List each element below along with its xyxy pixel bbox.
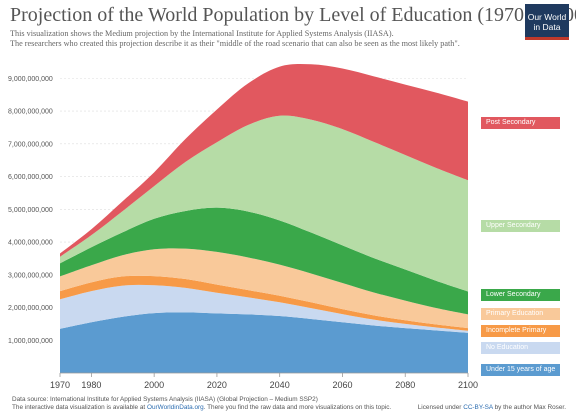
footer-license: Licensed under CC-BY-SA by the author Ma… [418,404,566,411]
x-tick-label: 2000 [144,380,164,390]
area-under-15-years-of-age [60,312,468,373]
subtitle-line-2: The researchers who created this project… [10,39,460,48]
x-tick-label: 1970 [50,380,70,390]
y-tick-label: 6,000,000,000 [8,174,53,181]
y-tick-label: 8,000,000,000 [8,109,53,116]
legend-item[interactable]: No Education [481,342,560,354]
logo-line-2: in Data [533,22,561,32]
y-tick-label: 4,000,000,000 [8,240,53,247]
x-tick-label: 2080 [395,380,415,390]
footer-source: Data source: International Institute for… [12,396,318,403]
our-world-in-data-logo[interactable]: Our World in Data [525,4,569,40]
legend-label: No Education [486,344,529,351]
legend-item[interactable]: Lower Secondary [481,289,560,301]
license-link[interactable]: CC-BY-SA [463,404,493,411]
area-incomplete-primary [60,275,468,331]
chart-subtitle: This visualization shows the Medium proj… [10,29,515,49]
y-tick-label: 9,000,000,000 [8,76,53,83]
legend-label: Under 15 years of age [486,366,556,373]
legend-item[interactable]: Primary Education [481,308,560,320]
footer-availability-suffix: . There you find the raw data and more v… [203,404,392,411]
area-no-education [60,284,468,333]
legend-label: Upper Secondary [486,222,541,229]
owid-link[interactable]: OurWorldinData.org [147,404,204,411]
legend-item[interactable]: Upper Secondary [481,220,560,232]
footer-availability: The interactive data visualization is av… [12,404,391,411]
chart-title: Projection of the World Population by Le… [10,4,576,26]
x-tick-label: 1980 [81,380,101,390]
y-tick-label: 3,000,000,000 [8,272,53,279]
legend-item[interactable]: Post Secondary [481,117,560,129]
license-suffix: by the author Max Roser. [492,404,566,411]
x-tick-label: 2020 [207,380,227,390]
legend-label: Post Secondary [486,119,536,126]
legend-item[interactable]: Incomplete Primary [481,325,560,337]
x-tick-label: 2040 [270,380,290,390]
legend-label: Primary Education [486,310,544,317]
area-primary-education [60,248,468,329]
license-prefix: Licensed under [417,404,464,411]
x-tick-label: 2060 [332,380,352,390]
area-lower-secondary [60,207,468,315]
y-tick-label: 2,000,000,000 [8,305,53,312]
legend-item[interactable]: Under 15 years of age [481,364,560,376]
subtitle-line-1: This visualization shows the Medium proj… [10,29,394,38]
legend-label: Lower Secondary [486,291,541,298]
y-tick-label: 5,000,000,000 [8,207,53,214]
area-upper-secondary [60,115,468,292]
legend-label: Incomplete Primary [486,327,547,334]
y-tick-label: 1,000,000,000 [8,338,53,345]
x-tick-label: 2100 [458,380,478,390]
y-tick-label: 7,000,000,000 [8,141,53,148]
logo-line-1: Our World [527,12,567,22]
area-post-secondary [60,64,468,257]
footer-availability-prefix: The interactive data visualization is av… [12,404,147,411]
